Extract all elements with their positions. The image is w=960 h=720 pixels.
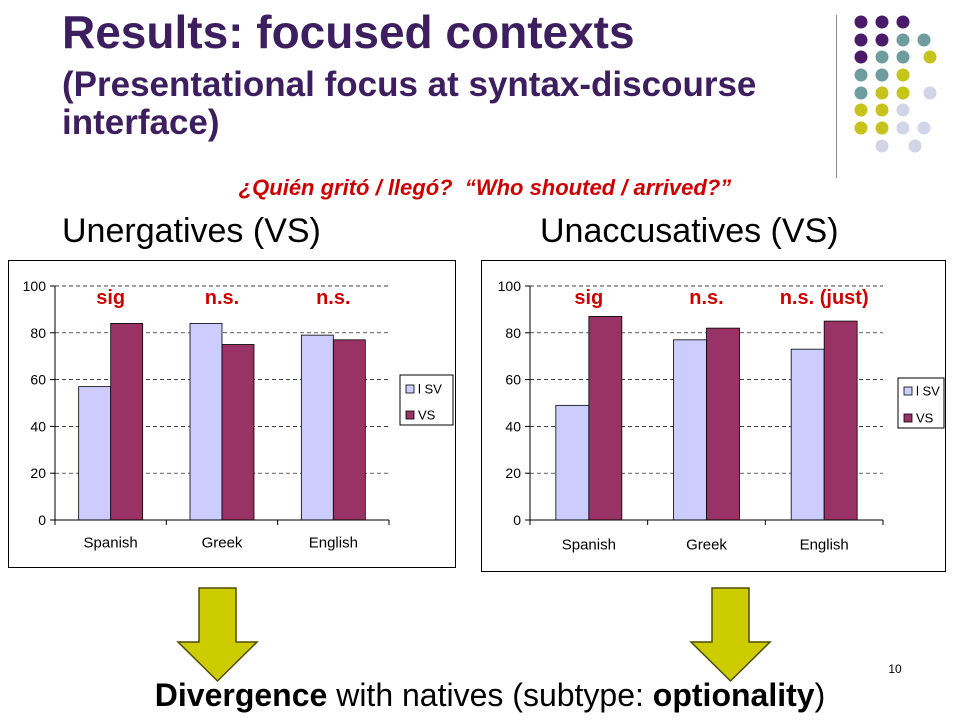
down-arrow-icon [689,587,772,683]
y-tick-label: 0 [38,512,46,528]
legend-swatch-l-sv [405,384,415,394]
ornament-dot [875,33,889,47]
ornament-dot [917,33,931,47]
arrows-layer [176,587,772,683]
legend-label-vs: VS [418,408,436,423]
conclusion-emphasis-optionality: optionality [652,677,815,713]
ornament-dot [896,33,910,47]
unaccusatives-chart-frame: 0 20 40 60 80 100 Spanish Greek English sig n.s. n.… [481,260,946,572]
x-tick-label-greek: Greek [202,535,243,552]
bar-l-sv-greek [189,323,223,521]
ornament-dot [854,68,868,82]
legend [897,377,945,429]
title-divider-line [836,15,837,178]
x-tick-label-spanish: Spanish [562,537,616,554]
bar-vs-greek [221,344,255,521]
ornament-dot [875,139,889,153]
legend-swatch-vs [903,413,913,423]
ornament-dot [896,103,910,117]
ornament-dot [923,50,937,64]
bar-vs-greek [706,327,740,521]
unergatives-bar-chart: 0 20 40 60 80 100 Spanish Greek English sig n.s. n.… [23,278,454,552]
legend-label-vs: VS [916,411,934,426]
ornament-dot [875,68,889,82]
ornament-dot [875,121,889,135]
bar-l-sv-greek [673,339,707,521]
legend-label-l-sv: l SV [916,384,940,399]
ornament-dot [854,103,868,117]
bar-vs-english [332,339,366,521]
conclusion-text: with natives (subtype: [327,677,653,713]
ornament-dot [854,33,868,47]
ornament-dot [896,50,910,64]
y-tick-label: 60 [505,372,521,388]
dot-grid-ornament [854,15,937,153]
y-tick-label: 100 [23,278,47,294]
legend-swatch-l-sv [903,386,913,396]
slide-title: Results: focused contexts [62,6,635,58]
significance-label: n.s. [689,287,723,309]
x-tick-label-english: English [309,535,358,552]
ornament-dot [896,121,910,135]
bar-l-sv-spanish [78,386,112,521]
conclusion-statement: Divergence with natives (subtype: option… [20,677,960,713]
ornament-dot [854,86,868,100]
unaccusatives-heading: Unaccusatives (VS) [540,212,839,250]
conclusion-emphasis-divergence: Divergence [154,677,328,713]
ornament-dot [854,15,868,29]
unaccusatives-bar-chart: 0 20 40 60 80 100 Spanish Greek English sig n.s. n.… [498,278,945,554]
significance-label: n.s. (just) [780,287,869,309]
bar-l-sv-spanish [555,404,590,521]
y-tick-label: 80 [505,325,521,341]
significance-label: sig [96,287,125,309]
page-number: 10 [888,662,902,676]
unergatives-chart-frame: 0 20 40 60 80 100 Spanish Greek English sig n.s. n.… [8,260,456,568]
x-tick-label-greek: Greek [686,537,727,554]
significance-label: n.s. [205,287,239,309]
bar-l-sv-english [300,334,334,521]
bar-l-sv-english [790,348,825,521]
legend-label-l-sv: l SV [418,382,442,397]
x-tick-label-english: English [800,537,849,554]
ornament-dot [917,121,931,135]
ornament-dot [875,50,889,64]
y-tick-label: 20 [505,465,521,481]
bar-vs-spanish [588,316,623,521]
y-tick-label: 60 [30,372,46,388]
y-tick-label: 40 [30,418,46,434]
ornament-dot [875,15,889,29]
y-tick-label: 40 [505,418,521,434]
ornament-dot [875,103,889,117]
slide-subtitle: (Presentational focus at syntax-discours… [62,65,757,142]
ornament-dot [896,15,910,29]
conclusion-text-end: ) [814,677,826,713]
significance-label: n.s. [316,287,350,309]
ornament-dot [896,86,910,100]
y-tick-label: 20 [30,465,46,481]
ornament-dot [854,50,868,64]
bar-vs-spanish [110,323,144,521]
significance-label: sig [574,287,603,309]
ornament-dot [875,86,889,100]
ornament-dot [923,86,937,100]
x-tick-label-spanish: Spanish [84,535,138,552]
legend-swatch-vs [405,410,415,420]
y-tick-label: 100 [498,278,522,294]
focus-question: ¿Quién gritó / llegó? “Who shouted / arr… [238,175,732,200]
down-arrow-icon [176,587,259,683]
ornament-dot [896,68,910,82]
ornament-dot [908,139,922,153]
unergatives-heading: Unergatives (VS) [62,212,321,250]
ornament-dot [854,121,868,135]
bar-vs-english [823,320,858,521]
y-tick-label: 0 [513,512,521,528]
y-tick-label: 80 [30,325,46,341]
